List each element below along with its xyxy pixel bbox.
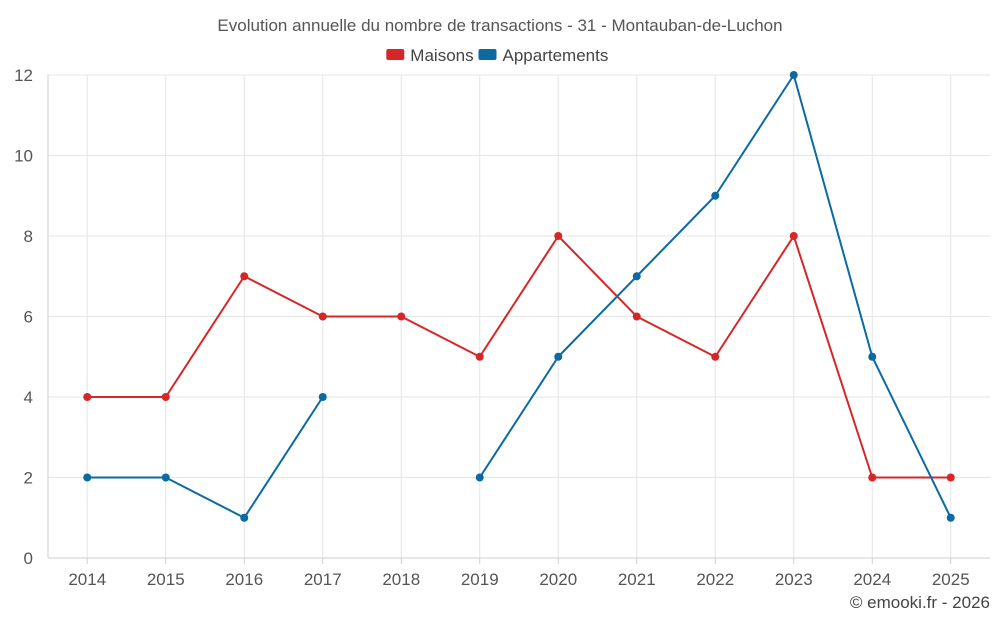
x-tick-label: 2020 <box>539 570 577 589</box>
data-point-appartements[interactable] <box>632 272 641 281</box>
x-tick-label: 2021 <box>618 570 656 589</box>
data-point-maisons[interactable] <box>83 393 92 401</box>
data-point-maisons[interactable] <box>318 312 327 321</box>
data-point-maisons[interactable] <box>475 352 484 361</box>
data-point-maisons[interactable] <box>789 232 798 240</box>
legend-label: Maisons <box>410 46 473 65</box>
legend-swatch <box>478 49 497 60</box>
x-tick-label: 2024 <box>853 570 891 589</box>
y-tick-label: 6 <box>24 308 33 327</box>
data-point-maisons[interactable] <box>161 393 170 401</box>
legend-swatch <box>386 49 405 60</box>
x-tick-label: 2022 <box>696 570 734 589</box>
data-point-appartements[interactable] <box>868 352 877 361</box>
series-maisons <box>83 232 955 482</box>
data-point-appartements[interactable] <box>318 393 327 401</box>
y-tick-label: 8 <box>24 227 33 246</box>
x-tick-label: 2015 <box>147 570 185 589</box>
x-tick-label: 2016 <box>225 570 263 589</box>
y-tick-label: 12 <box>14 66 33 85</box>
legend-item-appartements[interactable]: Appartements <box>478 46 609 65</box>
data-point-maisons[interactable] <box>554 232 563 240</box>
data-point-maisons[interactable] <box>711 352 720 361</box>
credit-text: © emooki.fr - 2026 <box>849 593 990 612</box>
axes: 0 2 4 6 8 10 12 2014 2015 2016 2017 2018 2019 2020 202… <box>14 66 990 589</box>
data-point-maisons[interactable] <box>397 312 406 321</box>
data-point-appartements[interactable] <box>789 71 798 79</box>
legend: Maisons Appartements <box>386 46 608 65</box>
legend-item-maisons[interactable]: Maisons <box>386 46 474 65</box>
x-tick-label: 2023 <box>775 570 813 589</box>
grid <box>48 74 990 558</box>
x-tick-label: 2014 <box>68 570 106 589</box>
data-point-appartements[interactable] <box>946 513 955 522</box>
data-point-maisons[interactable] <box>946 473 955 482</box>
data-point-appartements[interactable] <box>554 352 563 361</box>
data-point-maisons[interactable] <box>868 473 877 482</box>
y-tick-label: 4 <box>24 388 33 407</box>
x-tick-label: 2019 <box>461 570 499 589</box>
series-appartements <box>83 71 955 522</box>
data-point-appartements[interactable] <box>83 473 92 482</box>
series-layer <box>83 71 955 522</box>
data-point-appartements[interactable] <box>711 191 720 200</box>
data-point-appartements[interactable] <box>475 473 484 482</box>
series-line-maisons <box>87 235 951 479</box>
series-line-appartements <box>87 396 324 519</box>
x-tick-label: 2017 <box>304 570 342 589</box>
x-tick-label: 2025 <box>932 570 970 589</box>
data-point-maisons[interactable] <box>240 272 249 281</box>
y-tick-label: 10 <box>14 147 33 166</box>
chart-title: Evolution annuelle du nombre de transact… <box>217 16 782 35</box>
data-point-maisons[interactable] <box>632 312 641 321</box>
data-point-appartements[interactable] <box>240 513 249 522</box>
legend-label: Appartements <box>503 46 609 65</box>
data-point-appartements[interactable] <box>161 473 170 482</box>
x-tick-label: 2018 <box>382 570 420 589</box>
y-tick-label: 0 <box>24 549 33 568</box>
y-tick-label: 2 <box>24 469 33 488</box>
